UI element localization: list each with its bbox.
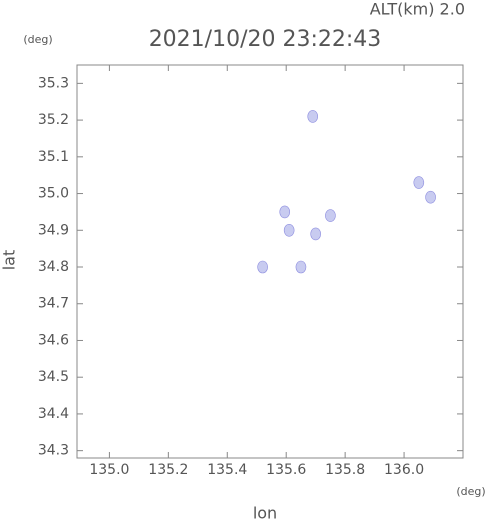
altitude: ALT(km) 2.0 (370, 0, 465, 19)
echo (279, 205, 291, 219)
y-tick-label: 35.2 (38, 112, 69, 128)
x-tick-label: 135.2 (148, 462, 188, 478)
x-tick-label: 135.6 (266, 462, 306, 478)
echo (283, 223, 295, 237)
echo (257, 260, 268, 274)
x-tick-label: 135.4 (207, 462, 247, 478)
x-tick-label: 135.0 (89, 462, 129, 478)
y-tick-label: 34.5 (38, 369, 69, 385)
y-tick-label: 35.1 (38, 149, 69, 165)
chart-title: 2021/10/20 23:22:43 (149, 27, 382, 52)
x-unit: (deg) (456, 485, 485, 498)
plot-frame (76, 64, 464, 459)
y-tick-label: 35.0 (38, 186, 69, 202)
echo (325, 209, 336, 222)
y-tick-label: 34.7 (38, 296, 69, 312)
y-tick-label: 34.9 (38, 222, 69, 238)
echo (310, 227, 321, 241)
echo (295, 260, 307, 274)
x-axis-label: lon (253, 504, 277, 521)
x-tick-label: 136.0 (384, 462, 424, 478)
x-tick-label: 135.8 (325, 462, 365, 478)
y-tick-label: 34.3 (38, 443, 69, 459)
y-axis-label: lat (0, 250, 19, 271)
y-tick-label: 35.3 (38, 75, 69, 91)
echo (307, 110, 319, 123)
y-unit: (deg) (23, 33, 52, 46)
y-tick-label: 34.6 (38, 332, 69, 348)
echo (413, 176, 425, 189)
y-tick-label: 34.8 (38, 259, 69, 275)
y-tick-label: 34.4 (38, 406, 69, 422)
echo (425, 190, 436, 204)
